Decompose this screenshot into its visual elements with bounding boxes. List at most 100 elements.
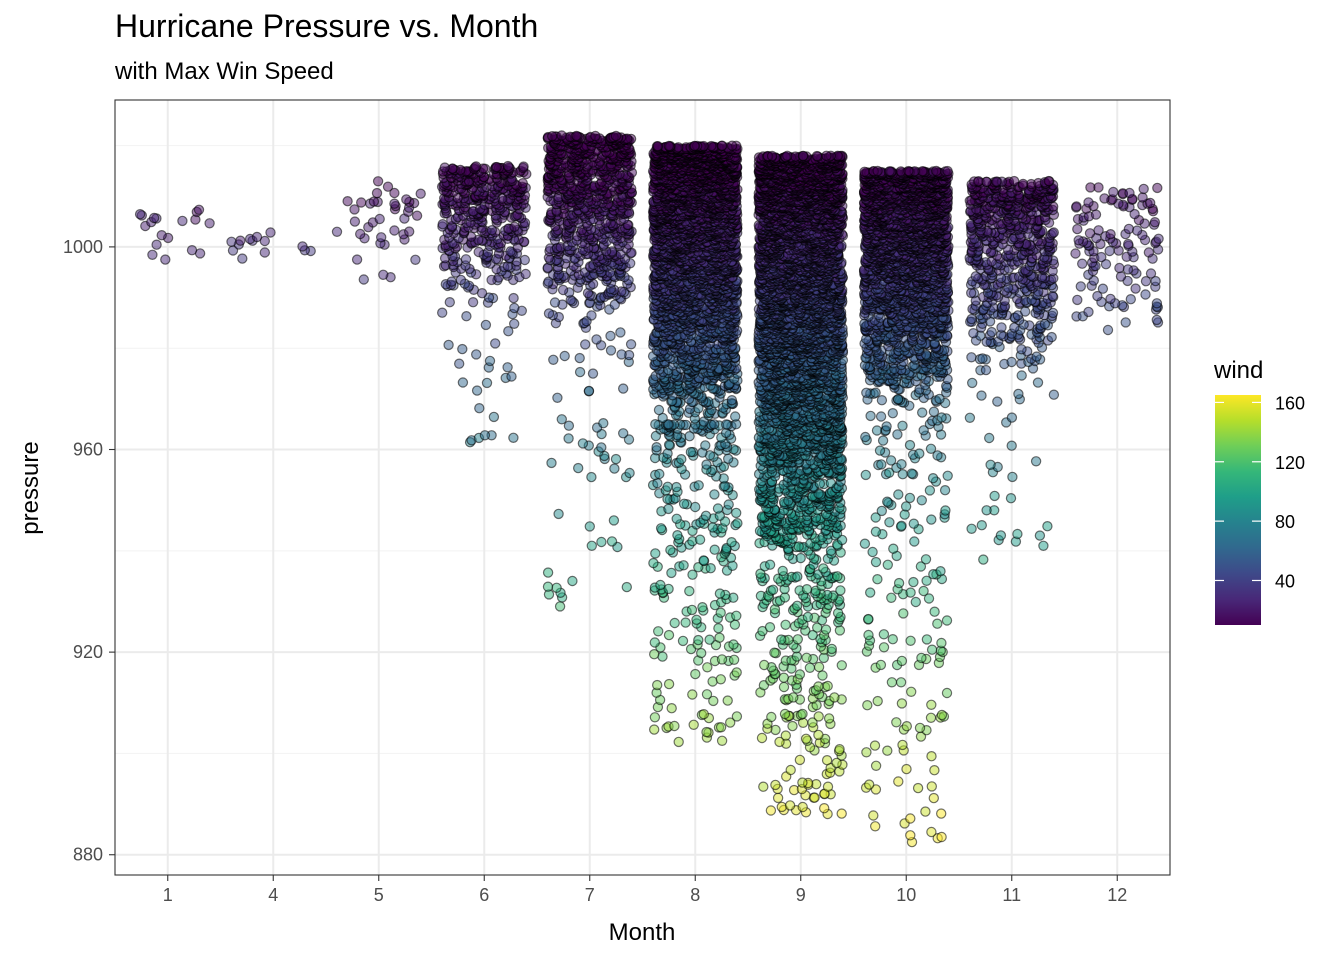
scatter-point bbox=[663, 583, 674, 595]
scatter-point bbox=[989, 490, 1000, 502]
scatter-point bbox=[819, 803, 830, 814]
scatter-point bbox=[870, 760, 882, 772]
scatter-point bbox=[704, 634, 715, 645]
scatter-point bbox=[696, 647, 707, 659]
scatter-point bbox=[731, 507, 742, 519]
scatter-point bbox=[584, 521, 596, 532]
scatter-point bbox=[909, 536, 920, 547]
scatter-point bbox=[926, 751, 937, 762]
scatter-point bbox=[832, 571, 843, 582]
scatter-point bbox=[709, 544, 720, 555]
scatter-point bbox=[874, 445, 886, 456]
scatter-point bbox=[730, 411, 741, 422]
scatter-point bbox=[672, 530, 683, 541]
scatter-point bbox=[891, 717, 902, 728]
scatter-point bbox=[701, 726, 712, 738]
scatter-point bbox=[715, 607, 726, 618]
scatter-point bbox=[716, 735, 728, 747]
scatter-point bbox=[542, 581, 554, 592]
scatter-point bbox=[863, 613, 874, 625]
scatter-point bbox=[596, 536, 607, 548]
scatter-point bbox=[886, 677, 898, 688]
scatter-point bbox=[693, 480, 704, 491]
scatter-point bbox=[887, 408, 899, 419]
scatter-point bbox=[870, 821, 881, 832]
scatter-point bbox=[797, 777, 808, 788]
scatter-point bbox=[822, 680, 833, 692]
scatter-point bbox=[1120, 317, 1131, 328]
scatter-point bbox=[813, 681, 824, 692]
scatter-point bbox=[926, 826, 937, 838]
scatter-point bbox=[625, 339, 637, 350]
scatter-point bbox=[551, 582, 562, 594]
scatter-point bbox=[801, 652, 812, 664]
scatter-point bbox=[508, 292, 519, 304]
scatter-point bbox=[797, 708, 808, 720]
scatter-point bbox=[606, 536, 618, 547]
scatter-point bbox=[1097, 283, 1109, 294]
scatter-point bbox=[770, 779, 781, 791]
scatter-point bbox=[875, 659, 887, 671]
scatter-point bbox=[925, 712, 937, 724]
scatter-point bbox=[1031, 351, 1042, 362]
scatter-point bbox=[693, 634, 704, 646]
scatter-point bbox=[877, 435, 889, 446]
scatter-point bbox=[905, 813, 916, 824]
scatter-point bbox=[663, 678, 675, 690]
scatter-point bbox=[728, 654, 740, 666]
scatter-point bbox=[896, 655, 908, 667]
scatter-point bbox=[925, 443, 937, 454]
scatter-point bbox=[904, 439, 916, 451]
scatter-point bbox=[484, 355, 496, 367]
scatter-point bbox=[723, 453, 734, 464]
scatter-point bbox=[687, 569, 698, 580]
scatter-point bbox=[680, 617, 691, 628]
scatter-point bbox=[1016, 344, 1027, 355]
scatter-point bbox=[1016, 370, 1027, 381]
scatter-point bbox=[666, 703, 677, 714]
scatter-point bbox=[663, 629, 675, 641]
scatter-point bbox=[732, 518, 743, 529]
scatter-point bbox=[887, 634, 899, 645]
scatter-point bbox=[673, 736, 684, 748]
data-points bbox=[134, 130, 1164, 848]
scatter-point bbox=[509, 318, 520, 329]
scatter-point bbox=[818, 563, 829, 574]
scatter-point bbox=[653, 626, 664, 637]
scatter-point bbox=[573, 462, 584, 474]
scatter-point bbox=[596, 442, 607, 453]
chart-title: Hurricane Pressure vs. Month bbox=[115, 8, 539, 44]
scatter-point bbox=[859, 538, 871, 549]
scatter-point bbox=[822, 781, 834, 792]
scatter-point bbox=[1034, 530, 1046, 541]
scatter-point bbox=[876, 395, 888, 406]
scatter-point bbox=[870, 556, 882, 568]
scatter-point bbox=[868, 810, 879, 821]
scatter-point bbox=[807, 717, 818, 728]
scatter-point bbox=[800, 733, 812, 745]
scatter-point bbox=[809, 792, 820, 803]
scatter-point bbox=[697, 602, 708, 613]
scatter-point bbox=[801, 584, 813, 595]
scatter-point bbox=[716, 654, 728, 665]
scatter-point bbox=[927, 473, 939, 484]
scatter-point bbox=[701, 459, 712, 470]
scatter-point bbox=[834, 744, 845, 755]
scatter-point bbox=[662, 481, 673, 492]
scatter-point bbox=[591, 334, 602, 345]
scatter-point bbox=[884, 517, 895, 528]
scatter-point bbox=[895, 677, 907, 688]
scatter-point bbox=[1151, 314, 1163, 326]
scatter-point bbox=[797, 801, 808, 813]
chart-subtitle: with Max Win Speed bbox=[115, 58, 334, 85]
scatter-point bbox=[457, 377, 469, 388]
scatter-point bbox=[506, 371, 517, 382]
scatter-point bbox=[509, 302, 520, 314]
scatter-point bbox=[992, 396, 1003, 407]
scatter-point bbox=[663, 503, 674, 515]
scatter-point bbox=[928, 406, 940, 417]
scatter-point bbox=[586, 471, 597, 483]
scatter-point bbox=[671, 513, 682, 525]
scatter-point bbox=[920, 806, 931, 817]
scatter-point bbox=[490, 338, 501, 349]
